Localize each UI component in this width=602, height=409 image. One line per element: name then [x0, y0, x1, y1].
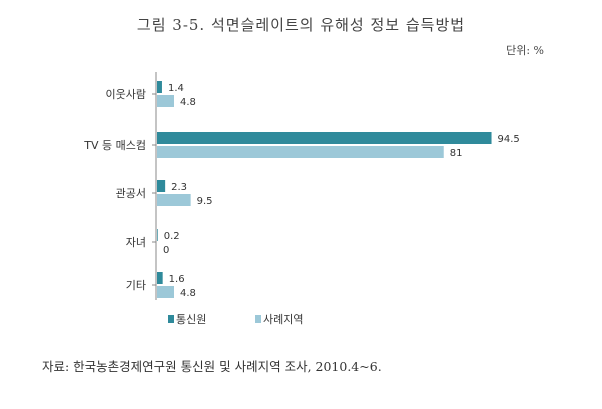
category-label: TV 등 매스컴 — [83, 139, 146, 152]
data-label: 0.2 — [164, 231, 180, 242]
bar-series1 — [157, 272, 163, 284]
legend-swatch — [255, 315, 261, 323]
bar-series2 — [157, 194, 191, 206]
bar-series1 — [157, 81, 162, 93]
data-label: 2.3 — [171, 182, 187, 193]
legend-swatch — [168, 315, 174, 323]
data-label: 4.8 — [180, 97, 196, 108]
data-label: 1.4 — [168, 83, 184, 94]
data-label: 94.5 — [498, 134, 520, 145]
legend-label: 사례지역 — [263, 313, 303, 326]
bar-series1 — [157, 229, 158, 241]
category-label: 자녀 — [126, 236, 146, 249]
unit-label: 단위: % — [506, 44, 544, 57]
category-label: 이웃사람 — [106, 88, 146, 101]
data-label: 1.6 — [169, 274, 185, 285]
data-label: 9.5 — [197, 196, 213, 207]
bar-series1 — [157, 180, 166, 192]
bar-series2 — [157, 95, 174, 107]
legend-label: 통신원 — [176, 313, 206, 326]
bar-series2 — [157, 146, 444, 158]
bar-series2 — [157, 286, 174, 298]
bar-chart: 이웃사람 1.4 4.8 TV 등 매스컴 94.5 81 관공서 2.3 9.5 자녀 0.2 0 기… — [83, 72, 520, 326]
data-label: 81 — [450, 148, 463, 159]
bar-series1 — [157, 132, 492, 144]
category-label: 기타 — [126, 279, 146, 292]
chart-title: 그림 3-5. 석면슬레이트의 유해성 정보 습득방법 — [136, 16, 466, 34]
data-label: 0 — [163, 245, 169, 256]
source-note: 자료: 한국농촌경제연구원 통신원 및 사례지역 조사, 2010.4~6. — [42, 359, 382, 374]
category-label: 관공서 — [116, 187, 146, 200]
data-label: 4.8 — [180, 288, 196, 299]
